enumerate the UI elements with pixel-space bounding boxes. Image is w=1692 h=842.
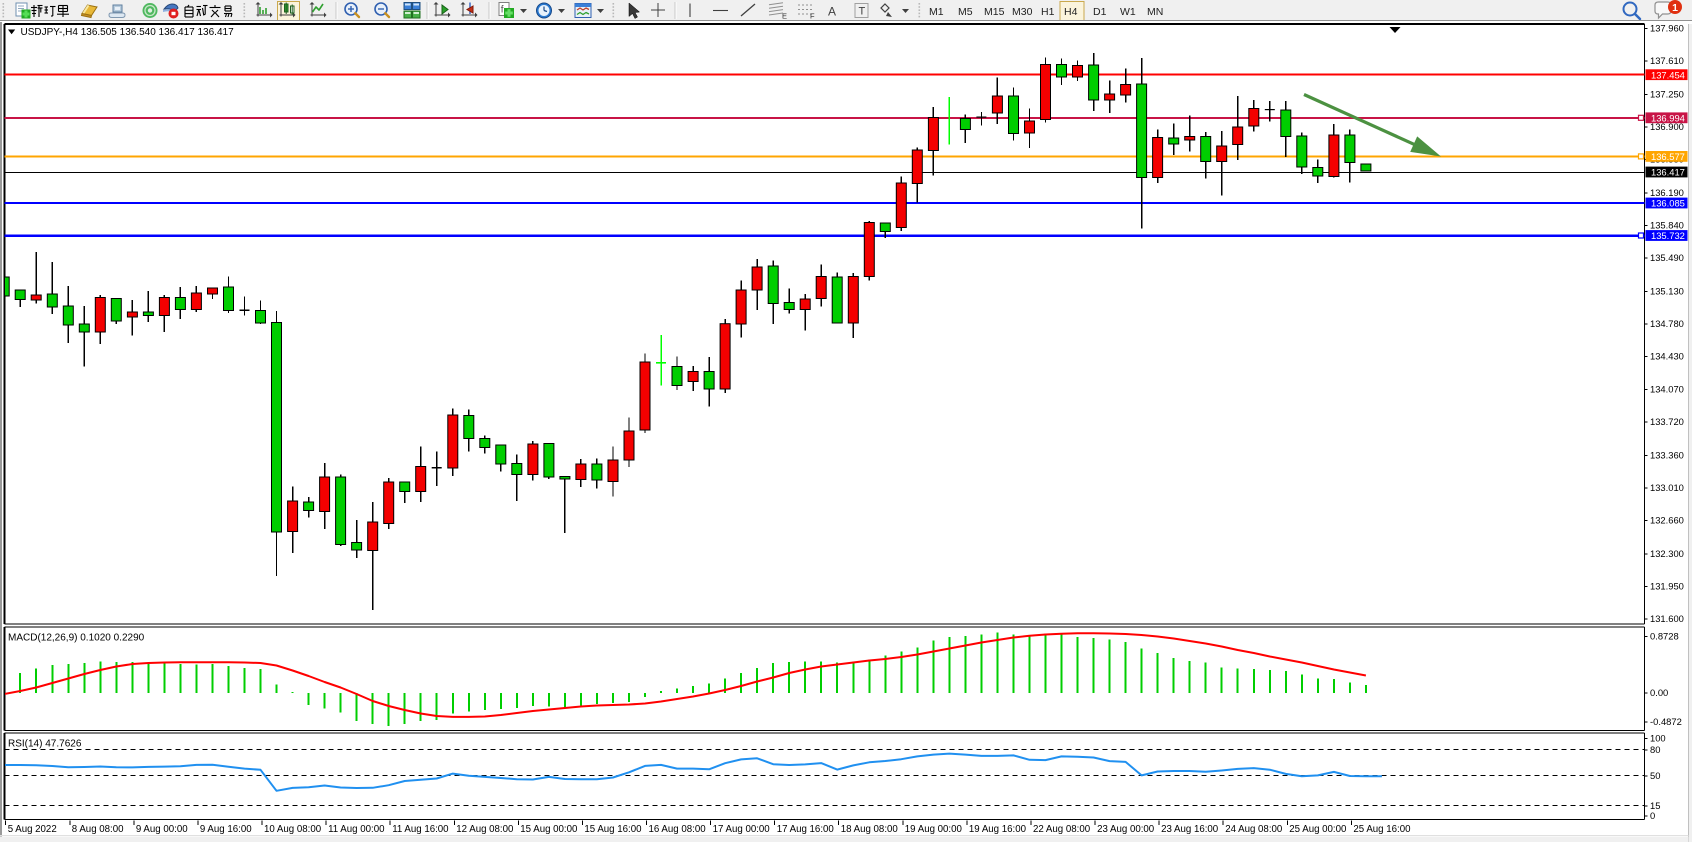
svg-text:135.732: 135.732 [1651, 230, 1685, 241]
svg-text:18 Aug 08:00: 18 Aug 08:00 [841, 824, 899, 835]
svg-text:0.00: 0.00 [1650, 687, 1668, 698]
svg-text:137.960: 137.960 [1650, 23, 1684, 34]
svg-text:D1: D1 [1093, 6, 1107, 18]
svg-text:0.8728: 0.8728 [1650, 631, 1679, 642]
svg-text:11 Aug 16:00: 11 Aug 16:00 [392, 824, 449, 835]
svg-text:136.900: 136.900 [1650, 121, 1684, 132]
svg-text:17 Aug 00:00: 17 Aug 00:00 [713, 824, 771, 835]
svg-text:19 Aug 16:00: 19 Aug 16:00 [969, 824, 1027, 835]
svg-text:M1: M1 [929, 6, 944, 18]
svg-text:F: F [810, 12, 815, 21]
svg-text:M30: M30 [1012, 6, 1033, 18]
svg-text:135.490: 135.490 [1650, 252, 1684, 263]
svg-text:A: A [828, 5, 836, 19]
svg-text:135.130: 135.130 [1650, 285, 1684, 296]
svg-text:12 Aug 08:00: 12 Aug 08:00 [456, 824, 514, 835]
svg-text:1: 1 [1672, 2, 1678, 14]
svg-text:RSI(14) 47.7626: RSI(14) 47.7626 [8, 739, 82, 750]
svg-text:11 Aug 00:00: 11 Aug 00:00 [328, 824, 385, 835]
svg-text:137.610: 137.610 [1650, 55, 1684, 66]
svg-text:132.300: 132.300 [1650, 548, 1684, 559]
svg-text:131.950: 131.950 [1650, 581, 1684, 592]
svg-text:15 Aug 00:00: 15 Aug 00:00 [520, 824, 578, 835]
svg-text:E: E [782, 12, 787, 21]
svg-text:MN: MN [1147, 6, 1163, 18]
svg-text:136.417: 136.417 [1651, 167, 1685, 178]
svg-text:136.085: 136.085 [1651, 198, 1685, 209]
svg-text:-0.4872: -0.4872 [1650, 716, 1682, 727]
svg-text:5 Aug 2022: 5 Aug 2022 [8, 824, 57, 835]
svg-text:T: T [859, 6, 866, 18]
svg-text:136.994: 136.994 [1651, 112, 1685, 123]
svg-text:50: 50 [1650, 770, 1660, 781]
svg-text:100: 100 [1650, 733, 1666, 744]
svg-text:10 Aug 08:00: 10 Aug 08:00 [264, 824, 322, 835]
svg-text:80: 80 [1650, 744, 1660, 755]
svg-text:15 Aug 16:00: 15 Aug 16:00 [584, 824, 642, 835]
svg-text:135.840: 135.840 [1650, 219, 1684, 230]
svg-text:16 Aug 08:00: 16 Aug 08:00 [649, 824, 707, 835]
svg-text:25 Aug 00:00: 25 Aug 00:00 [1289, 824, 1347, 835]
svg-text:17 Aug 16:00: 17 Aug 16:00 [777, 824, 835, 835]
svg-text:134.780: 134.780 [1650, 318, 1684, 329]
svg-text:8 Aug 08:00: 8 Aug 08:00 [72, 824, 124, 835]
svg-text:24 Aug 08:00: 24 Aug 08:00 [1225, 824, 1283, 835]
svg-text:W1: W1 [1120, 6, 1136, 18]
svg-text:0: 0 [1650, 810, 1655, 821]
svg-text:M5: M5 [958, 6, 973, 18]
svg-text:25 Aug 16:00: 25 Aug 16:00 [1353, 824, 1411, 835]
svg-text:H4: H4 [1064, 6, 1078, 18]
svg-text:134.070: 134.070 [1650, 384, 1684, 395]
svg-text:19 Aug 00:00: 19 Aug 00:00 [905, 824, 963, 835]
svg-text:f: f [501, 5, 504, 16]
svg-text:22 Aug 08:00: 22 Aug 08:00 [1033, 824, 1091, 835]
svg-text:9 Aug 16:00: 9 Aug 16:00 [200, 824, 252, 835]
svg-text:133.360: 133.360 [1650, 450, 1684, 461]
svg-text:9 Aug 00:00: 9 Aug 00:00 [136, 824, 188, 835]
svg-text:137.454: 137.454 [1651, 69, 1685, 80]
svg-text:136.577: 136.577 [1651, 151, 1685, 162]
svg-text:131.600: 131.600 [1650, 613, 1684, 624]
svg-text:MACD(12,26,9) 0.1020 0.2290: MACD(12,26,9) 0.1020 0.2290 [8, 633, 145, 644]
svg-text:136.190: 136.190 [1650, 187, 1684, 198]
svg-text:15: 15 [1650, 800, 1660, 811]
svg-text:137.250: 137.250 [1650, 88, 1684, 99]
svg-text:23 Aug 00:00: 23 Aug 00:00 [1097, 824, 1155, 835]
svg-text:H1: H1 [1041, 6, 1055, 18]
svg-text:23 Aug 16:00: 23 Aug 16:00 [1161, 824, 1219, 835]
svg-text:M15: M15 [984, 6, 1005, 18]
svg-text:USDJPY-,H4 136.505 136.540 13: USDJPY-,H4 136.505 136.540 136.417 136.4… [21, 27, 235, 38]
svg-text:133.010: 133.010 [1650, 482, 1684, 493]
svg-text:134.430: 134.430 [1650, 350, 1684, 361]
svg-text:133.720: 133.720 [1650, 416, 1684, 427]
svg-text:132.660: 132.660 [1650, 515, 1684, 526]
